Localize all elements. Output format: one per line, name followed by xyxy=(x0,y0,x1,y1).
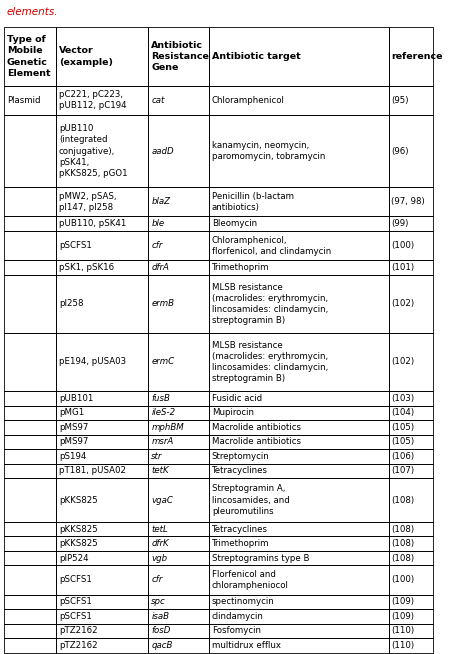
Text: pKKS825: pKKS825 xyxy=(59,539,98,548)
Text: Chloramphenicol,
florfenicol, and clindamycin: Chloramphenicol, florfenicol, and clinda… xyxy=(212,235,331,256)
Text: elements.: elements. xyxy=(7,7,58,16)
Text: pSK1, pSK16: pSK1, pSK16 xyxy=(59,263,114,272)
Text: spc: spc xyxy=(151,597,166,606)
Text: Chloramphenicol: Chloramphenicol xyxy=(212,95,285,105)
Text: pS194: pS194 xyxy=(59,452,86,461)
Text: (108): (108) xyxy=(392,525,415,534)
Text: (110): (110) xyxy=(392,627,415,636)
Text: pI258: pI258 xyxy=(59,300,83,308)
Text: Type of
Mobile
Genetic
Element: Type of Mobile Genetic Element xyxy=(7,35,50,78)
Text: Tetracyclines: Tetracyclines xyxy=(212,525,268,534)
Text: (97, 98): (97, 98) xyxy=(392,198,425,207)
Text: (99): (99) xyxy=(392,219,409,228)
Text: ermC: ermC xyxy=(151,357,174,366)
Text: pMW2, pSAS,
pl147, pl258: pMW2, pSAS, pl147, pl258 xyxy=(59,192,117,212)
Text: fosD: fosD xyxy=(151,627,171,636)
Text: msrA: msrA xyxy=(151,438,173,447)
Text: dfrA: dfrA xyxy=(151,263,169,272)
Text: pUB101: pUB101 xyxy=(59,394,93,403)
Text: Fosfomycin: Fosfomycin xyxy=(212,627,261,636)
Text: kanamycin, neomycin,
paromomycin, tobramycin: kanamycin, neomycin, paromomycin, tobram… xyxy=(212,141,325,161)
Text: pIP524: pIP524 xyxy=(59,554,89,562)
Text: clindamycin: clindamycin xyxy=(212,612,264,621)
Text: pKKS825: pKKS825 xyxy=(59,496,98,504)
Text: (105): (105) xyxy=(392,438,415,447)
Text: (104): (104) xyxy=(392,408,415,417)
Text: ermB: ermB xyxy=(151,300,174,308)
Text: Streptogramin A,
lincosamides, and
pleuromutilins: Streptogramin A, lincosamides, and pleur… xyxy=(212,485,290,515)
Text: pUB110, pSK41: pUB110, pSK41 xyxy=(59,219,126,228)
Text: multidrux efflux: multidrux efflux xyxy=(212,641,281,650)
Text: Bleomycin: Bleomycin xyxy=(212,219,257,228)
Text: Antibiotic
Resistance
Gene: Antibiotic Resistance Gene xyxy=(151,41,209,72)
Text: qacB: qacB xyxy=(151,641,173,650)
Text: (106): (106) xyxy=(392,452,415,461)
Text: ble: ble xyxy=(151,219,164,228)
Text: Trimethoprim: Trimethoprim xyxy=(212,539,269,548)
Text: (96): (96) xyxy=(392,146,409,156)
Text: (100): (100) xyxy=(392,576,415,585)
Text: (95): (95) xyxy=(392,95,409,105)
Text: (108): (108) xyxy=(392,539,415,548)
Text: reference: reference xyxy=(392,52,443,61)
Text: ileS-2: ileS-2 xyxy=(151,408,175,417)
Text: (100): (100) xyxy=(392,241,415,250)
Text: (108): (108) xyxy=(392,554,415,562)
Text: pT181, pUSA02: pT181, pUSA02 xyxy=(59,466,126,475)
Text: vgb: vgb xyxy=(151,554,167,562)
Text: (103): (103) xyxy=(392,394,415,403)
Text: (105): (105) xyxy=(392,423,415,432)
Text: pTZ2162: pTZ2162 xyxy=(59,627,98,636)
Text: pSCFS1: pSCFS1 xyxy=(59,612,92,621)
Text: Macrolide antibiotics: Macrolide antibiotics xyxy=(212,423,301,432)
Text: isaB: isaB xyxy=(151,612,169,621)
Text: cfr: cfr xyxy=(151,241,163,250)
Text: pUB110
(integrated
conjugative),
pSK41,
pKKS825, pGO1: pUB110 (integrated conjugative), pSK41, … xyxy=(59,124,128,178)
Text: MLSB resistance
(macrolides: erythromycin,
lincosamides: clindamycin,
streptogra: MLSB resistance (macrolides: erythromyci… xyxy=(212,341,328,383)
Text: Trimethoprim: Trimethoprim xyxy=(212,263,269,272)
Text: Fusidic acid: Fusidic acid xyxy=(212,394,262,403)
Text: (109): (109) xyxy=(392,612,414,621)
Text: pSCFS1: pSCFS1 xyxy=(59,241,92,250)
Text: Streptomycin: Streptomycin xyxy=(212,452,270,461)
Text: pMS97: pMS97 xyxy=(59,423,88,432)
Text: (102): (102) xyxy=(392,357,415,366)
Text: pC221, pC223,
pUB112, pC194: pC221, pC223, pUB112, pC194 xyxy=(59,90,127,111)
Text: Antibiotic target: Antibiotic target xyxy=(212,52,301,61)
Text: dfrK: dfrK xyxy=(151,539,169,548)
Text: pSCFS1: pSCFS1 xyxy=(59,597,92,606)
Text: vgaC: vgaC xyxy=(151,496,173,504)
Text: Macrolide antibiotics: Macrolide antibiotics xyxy=(212,438,301,447)
Text: mphBM: mphBM xyxy=(151,423,184,432)
Text: (102): (102) xyxy=(392,300,415,308)
Text: cfr: cfr xyxy=(151,576,163,585)
Text: fusB: fusB xyxy=(151,394,170,403)
Text: pKKS825: pKKS825 xyxy=(59,525,98,534)
Text: Vector
(example): Vector (example) xyxy=(59,46,113,67)
Text: pE194, pUSA03: pE194, pUSA03 xyxy=(59,357,126,366)
Text: Florfenicol and
chlorampheniocol: Florfenicol and chlorampheniocol xyxy=(212,570,289,590)
Text: (110): (110) xyxy=(392,641,415,650)
Text: Mupirocin: Mupirocin xyxy=(212,408,254,417)
Text: tetK: tetK xyxy=(151,466,169,475)
Text: pMG1: pMG1 xyxy=(59,408,84,417)
Text: pMS97: pMS97 xyxy=(59,438,88,447)
Text: (109): (109) xyxy=(392,597,414,606)
Text: (107): (107) xyxy=(392,466,415,475)
Text: (108): (108) xyxy=(392,496,415,504)
Text: Penicillin (b-lactam
antibiotics): Penicillin (b-lactam antibiotics) xyxy=(212,192,294,212)
Text: Plasmid: Plasmid xyxy=(7,95,40,105)
Text: tetL: tetL xyxy=(151,525,168,534)
Text: pSCFS1: pSCFS1 xyxy=(59,576,92,585)
Text: Tetracyclines: Tetracyclines xyxy=(212,466,268,475)
Text: aadD: aadD xyxy=(151,146,174,156)
Text: MLSB resistance
(macrolides: erythromycin,
lincosamides: clindamycin,
streptogra: MLSB resistance (macrolides: erythromyci… xyxy=(212,283,328,325)
Text: blaZ: blaZ xyxy=(151,198,170,207)
Text: pTZ2162: pTZ2162 xyxy=(59,641,98,650)
Text: (101): (101) xyxy=(392,263,415,272)
Text: Streptogramins type B: Streptogramins type B xyxy=(212,554,310,562)
Text: str: str xyxy=(151,452,163,461)
Text: spectinomycin: spectinomycin xyxy=(212,597,274,606)
Text: cat: cat xyxy=(151,95,164,105)
